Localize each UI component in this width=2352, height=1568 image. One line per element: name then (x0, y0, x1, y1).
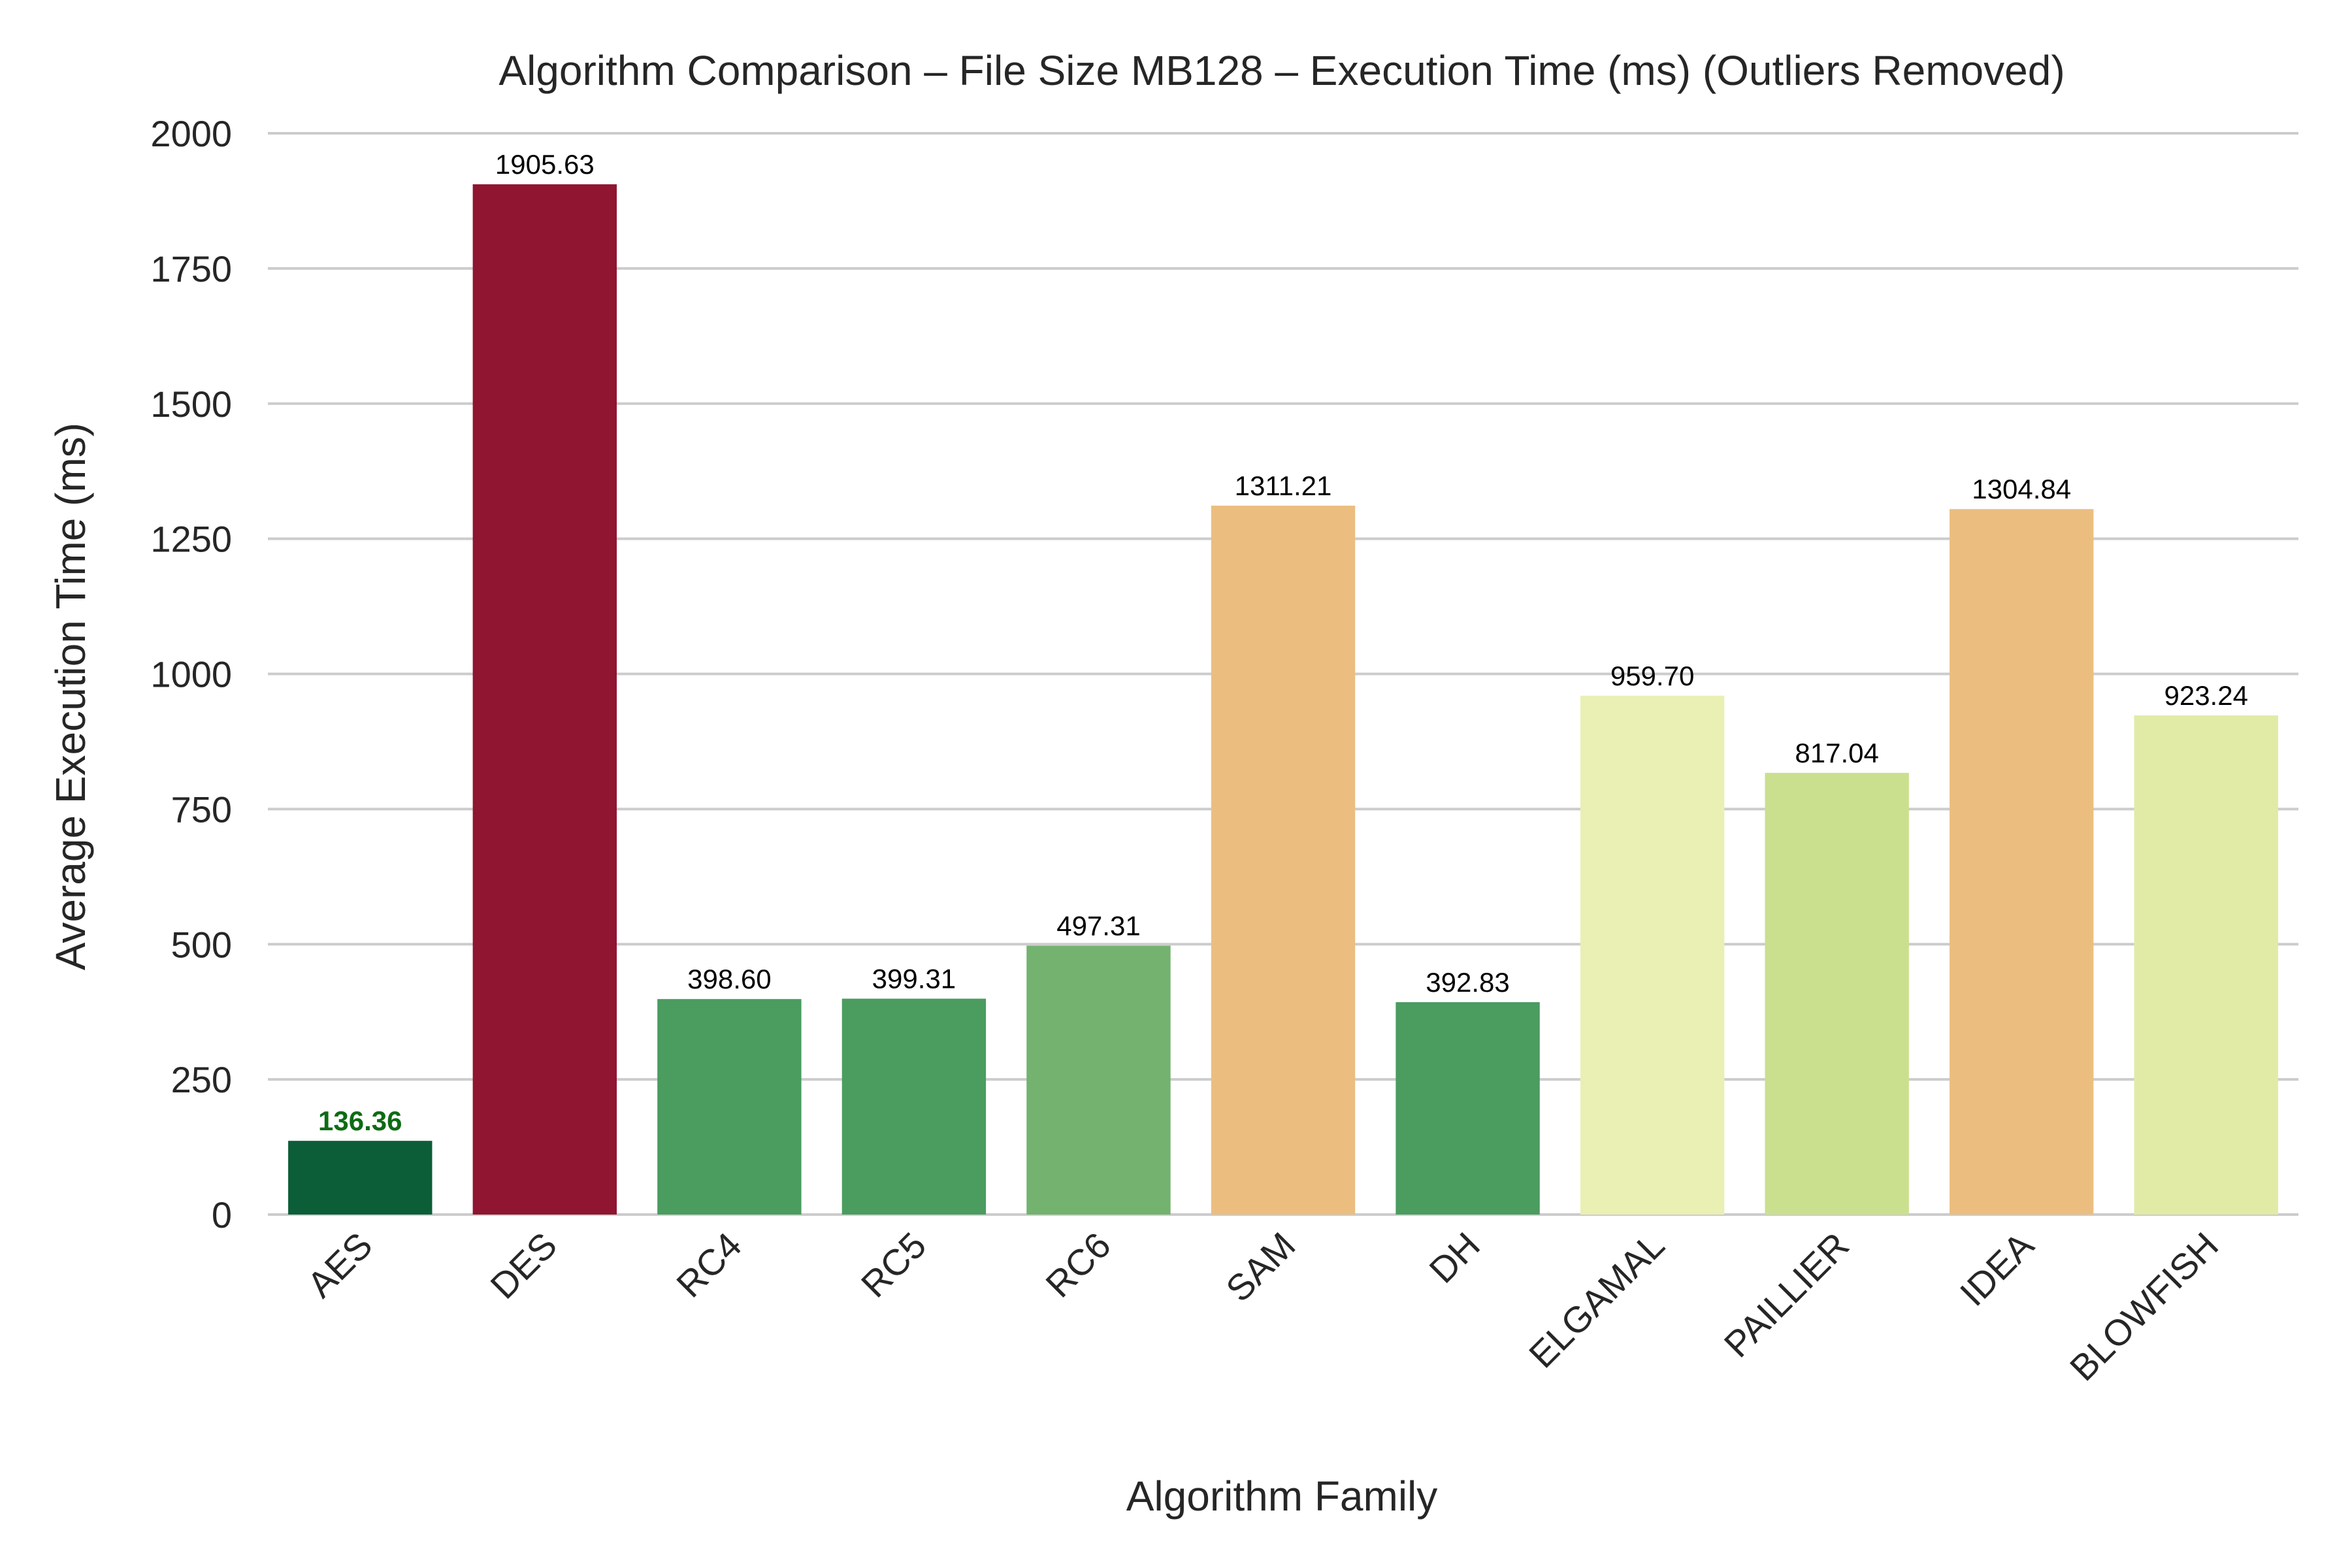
bar-elgamal (1580, 695, 1725, 1215)
y-axis-label: Average Execution Time (ms) (47, 423, 94, 970)
bar-blowfish (2134, 715, 2278, 1215)
y-tick-label: 1250 (150, 519, 232, 560)
y-tick-label: 250 (171, 1059, 232, 1100)
x-tick-label: SAM (1218, 1224, 1303, 1309)
x-tick-label: PAILLIER (1716, 1224, 1857, 1365)
data-label: 1905.63 (495, 149, 595, 180)
x-tick-label: RC5 (853, 1224, 934, 1305)
chart-title: Algorithm Comparison – File Size MB128 –… (498, 47, 2065, 94)
y-tick-label: 1500 (150, 384, 232, 425)
data-label: 923.24 (2164, 680, 2247, 711)
bar-des (472, 184, 617, 1215)
bar-dh (1396, 1002, 1540, 1215)
x-tick-label: ELGAMAL (1521, 1224, 1673, 1376)
data-labels: 136.36 1905.63 398.60 399.31 497.31 1311.21 39… (318, 149, 2248, 1136)
y-tick-label: 1750 (150, 248, 232, 289)
data-label: 497.31 (1056, 910, 1140, 941)
data-label: 398.60 (687, 964, 771, 994)
y-tick-labels: 0 250 500 750 1000 1250 1500 1750 2000 (150, 113, 232, 1235)
data-label: 817.04 (1795, 738, 1878, 768)
bar-rc5 (841, 998, 987, 1215)
bars (288, 184, 2278, 1215)
data-label: 1311.21 (1235, 470, 1332, 501)
x-axis-label: Algorithm Family (1126, 1473, 1438, 1520)
bar-rc6 (1026, 945, 1171, 1215)
data-label: 399.31 (872, 964, 956, 994)
x-tick-label: DES (482, 1224, 564, 1307)
data-label: 136.36 (318, 1105, 402, 1136)
x-tick-label: IDEA (1952, 1224, 2042, 1313)
y-tick-label: 2000 (150, 113, 232, 154)
bar-idea (1949, 509, 2094, 1215)
x-tick-label: BLOWFISH (2062, 1224, 2226, 1388)
data-label: 959.70 (1610, 661, 1694, 691)
x-tick-label: RC6 (1037, 1224, 1119, 1305)
x-tick-label: RC4 (668, 1224, 749, 1305)
bar-paillier (1765, 772, 1909, 1215)
data-label: 392.83 (1426, 967, 1509, 998)
data-label: 1304.84 (1972, 474, 2071, 504)
x-tick-labels: AES DES RC4 RC5 RC6 SAM DH ELGAMAL PAILLIER IDEA B… (299, 1224, 2226, 1388)
bar-sam (1211, 505, 1356, 1215)
y-tick-label: 500 (171, 924, 232, 965)
y-tick-label: 1000 (150, 654, 232, 695)
x-tick-label: AES (299, 1224, 380, 1305)
x-tick-label: DH (1421, 1224, 1488, 1291)
y-tick-label: 0 (212, 1194, 232, 1235)
y-tick-label: 750 (171, 789, 232, 830)
bar-rc4 (657, 999, 802, 1215)
bar-aes (288, 1141, 433, 1215)
